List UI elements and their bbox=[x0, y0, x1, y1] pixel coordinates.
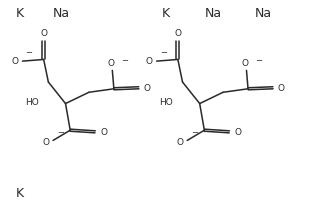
Text: −: − bbox=[160, 48, 167, 57]
Text: −: − bbox=[26, 48, 32, 57]
Text: Na: Na bbox=[52, 7, 69, 20]
Text: −: − bbox=[121, 56, 128, 65]
Text: O: O bbox=[234, 128, 241, 137]
Text: HO: HO bbox=[25, 98, 39, 107]
Text: K: K bbox=[161, 7, 169, 20]
Text: O: O bbox=[107, 58, 114, 67]
Text: −: − bbox=[191, 127, 198, 136]
Text: O: O bbox=[100, 128, 107, 137]
Text: −: − bbox=[57, 127, 64, 136]
Text: O: O bbox=[144, 84, 151, 93]
Text: O: O bbox=[12, 56, 19, 65]
Text: Na: Na bbox=[255, 7, 272, 20]
Text: O: O bbox=[40, 29, 47, 38]
Text: −: − bbox=[255, 56, 262, 65]
Text: O: O bbox=[174, 29, 181, 38]
Text: O: O bbox=[42, 137, 49, 146]
Text: K: K bbox=[15, 186, 23, 199]
Text: Na: Na bbox=[205, 7, 222, 20]
Text: O: O bbox=[146, 56, 153, 65]
Text: HO: HO bbox=[159, 98, 173, 107]
Text: O: O bbox=[278, 84, 285, 93]
Text: K: K bbox=[15, 7, 23, 20]
Text: O: O bbox=[177, 137, 183, 146]
Text: O: O bbox=[241, 58, 248, 67]
